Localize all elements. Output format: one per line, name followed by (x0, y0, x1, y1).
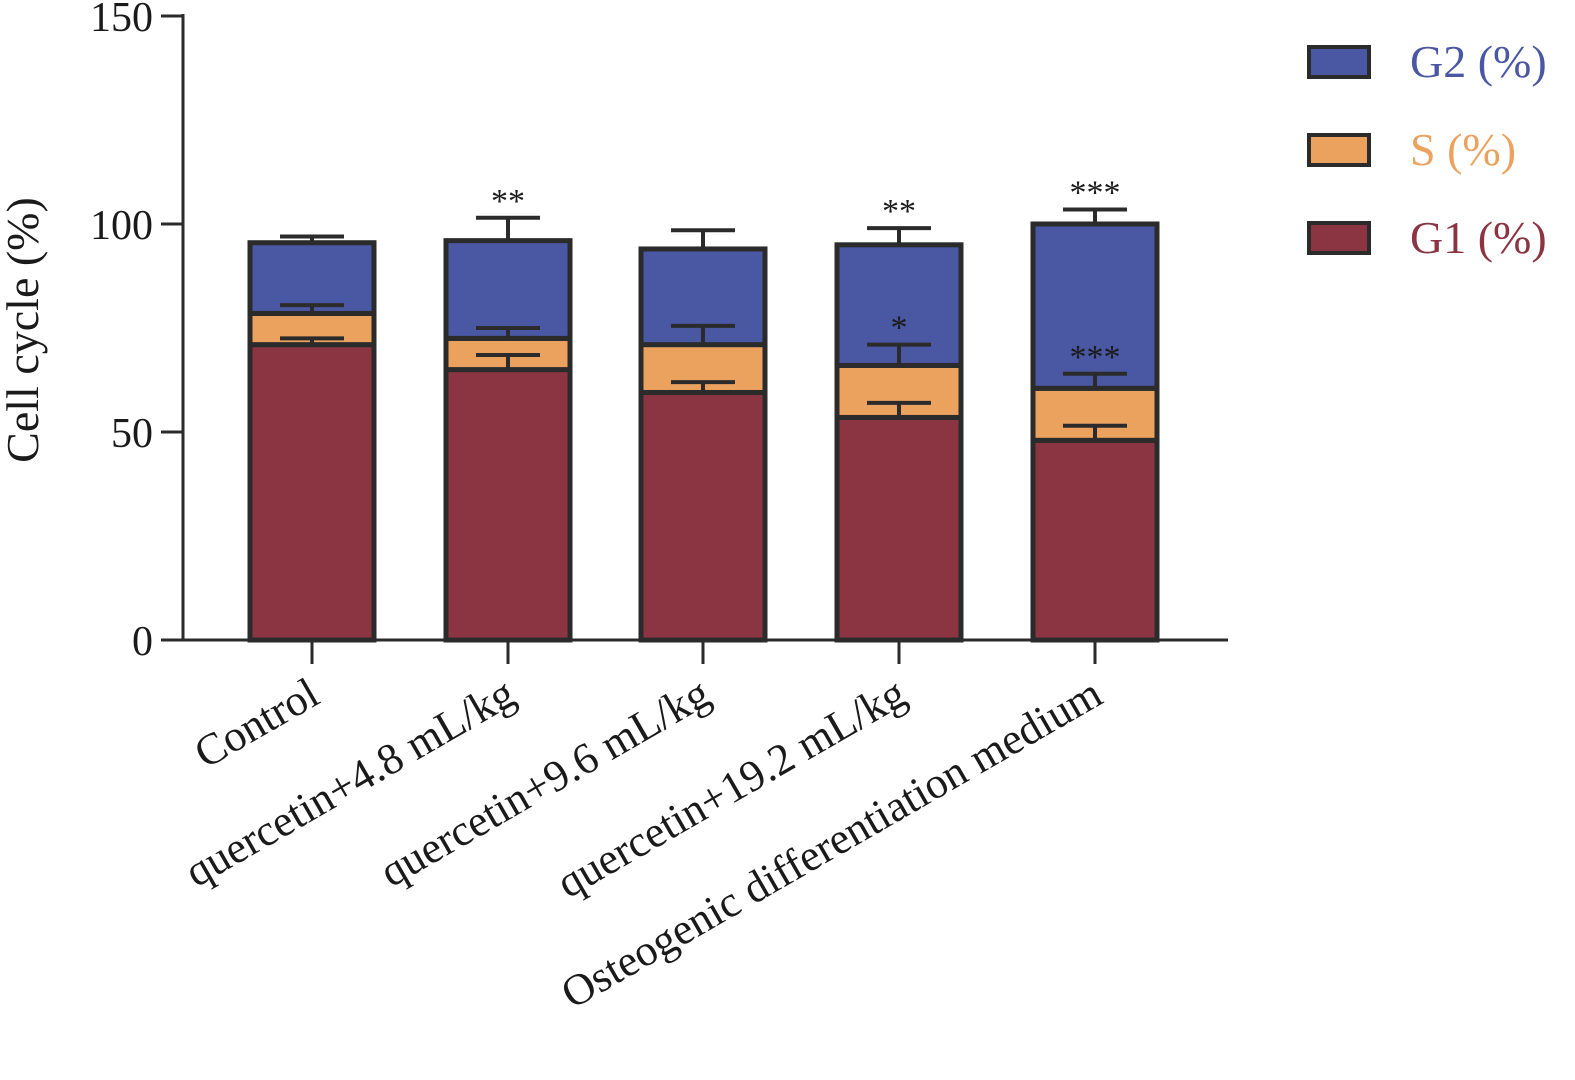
bar-g1-1 (443, 367, 573, 643)
bar-g1-0 (247, 342, 377, 643)
significance-mark: * (891, 310, 908, 347)
y-tick-label: 150 (90, 0, 153, 41)
error-bars-layer (280, 207, 1127, 441)
legend-swatch-g2 (1307, 45, 1371, 79)
bar-g1-4 (1030, 437, 1160, 643)
x-tick-label: Control (186, 668, 327, 778)
bar-g2-4 (1030, 221, 1160, 391)
bars-layer (247, 221, 1160, 643)
legend-label-s: S (%) (1410, 124, 1516, 175)
significance-mark: ** (491, 183, 525, 220)
legend-label-g1: G1 (%) (1410, 212, 1547, 263)
y-tick-label: 50 (111, 411, 153, 457)
bar-g1-3 (834, 414, 964, 643)
y-tick-label: 100 (90, 203, 153, 249)
bar-g2-1 (443, 238, 573, 341)
legend-swatch-g1 (1307, 221, 1371, 255)
x-tick-label: quercetin+9.6 mL/kg (371, 668, 718, 896)
significance-mark: *** (1070, 339, 1121, 376)
legend: G2 (%) S (%) G1 (%) (1307, 36, 1547, 263)
bar-g1-2 (638, 389, 768, 643)
significance-annotations: *********** (491, 174, 1121, 375)
significance-mark: ** (882, 193, 916, 230)
legend-label-g2: G2 (%) (1410, 36, 1547, 87)
y-tick-label: 0 (132, 619, 153, 665)
significance-mark: *** (1070, 174, 1121, 211)
legend-swatch-s (1307, 133, 1371, 167)
y-axis-label: Cell cycle (%) (0, 197, 48, 463)
bar-g2-0 (247, 240, 377, 316)
x-tick-label: quercetin+4.8 mL/kg (176, 668, 523, 896)
